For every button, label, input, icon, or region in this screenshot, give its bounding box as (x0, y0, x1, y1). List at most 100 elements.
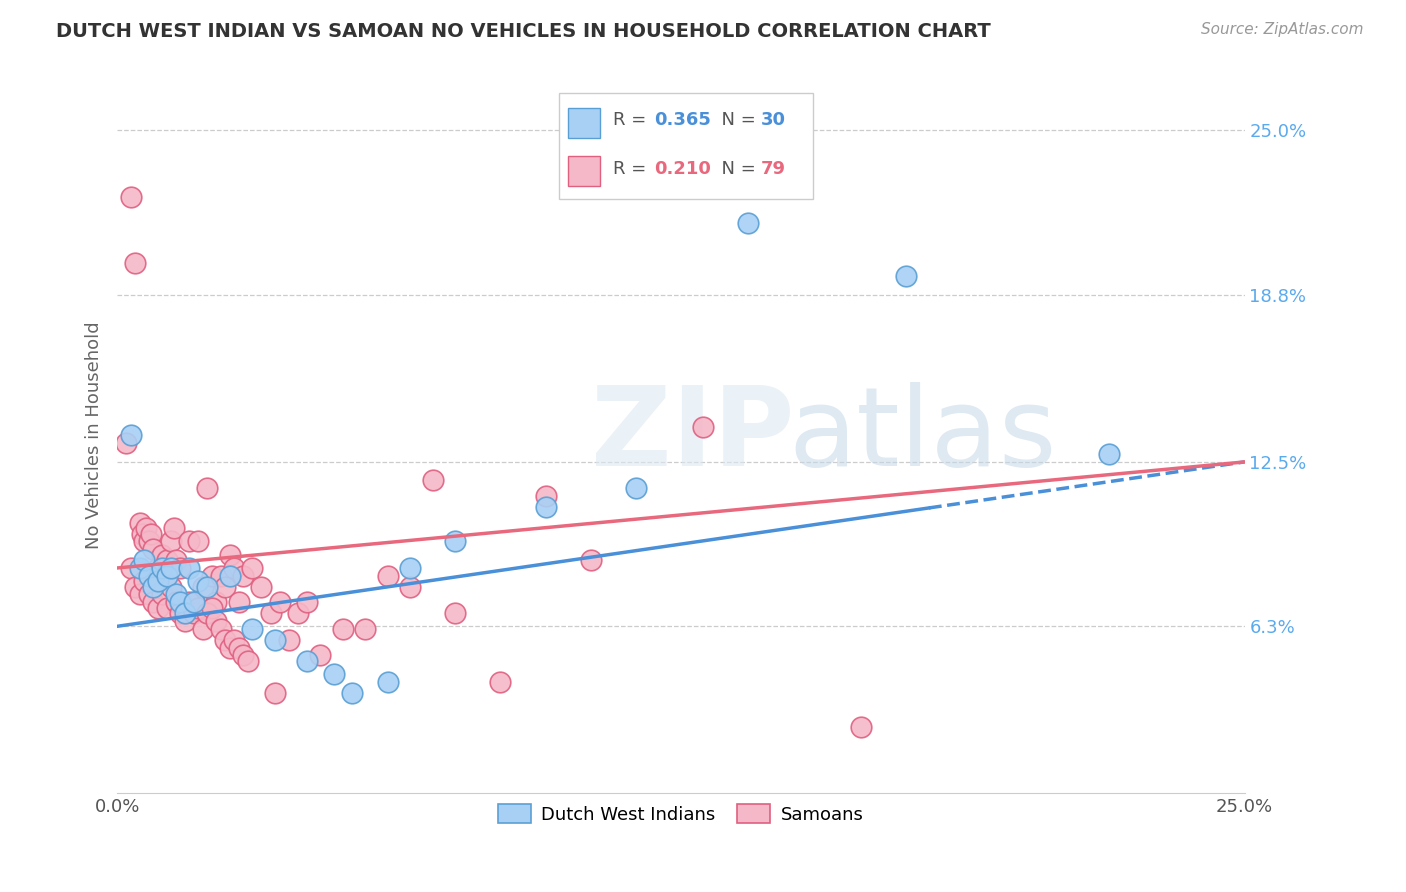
Text: N =: N = (710, 160, 762, 178)
Y-axis label: No Vehicles in Household: No Vehicles in Household (86, 322, 103, 549)
Point (169, 595, 191, 609)
Point (134, 534, 156, 549)
Point (146, 561, 169, 575)
Point (692, 420, 714, 434)
Point (138, 587, 160, 601)
Point (209, 569, 232, 583)
Text: 0.210: 0.210 (654, 160, 710, 178)
Text: atlas: atlas (787, 382, 1056, 489)
Point (150, 561, 173, 575)
Point (183, 606, 205, 620)
Point (209, 622, 232, 636)
Point (287, 606, 309, 620)
Point (128, 561, 150, 575)
Point (214, 632, 236, 647)
Point (179, 595, 201, 609)
Point (150, 587, 173, 601)
Point (146, 600, 169, 615)
Point (242, 622, 264, 636)
Point (146, 574, 169, 589)
Point (173, 606, 195, 620)
Point (195, 482, 218, 496)
Point (269, 595, 291, 609)
Point (165, 587, 187, 601)
FancyBboxPatch shape (568, 156, 600, 186)
Point (156, 600, 179, 615)
Point (173, 606, 195, 620)
Point (138, 569, 160, 583)
Point (173, 614, 195, 628)
Point (131, 526, 153, 541)
Point (259, 606, 281, 620)
Point (737, 216, 759, 230)
Point (165, 595, 187, 609)
Point (1098, 447, 1121, 461)
Point (377, 569, 399, 583)
Point (150, 548, 173, 562)
Point (169, 606, 191, 620)
Point (179, 534, 201, 549)
Text: R =: R = (613, 160, 652, 178)
Point (295, 654, 318, 668)
Point (120, 428, 142, 442)
Point (134, 574, 156, 589)
Point (534, 489, 557, 503)
Point (128, 587, 150, 601)
Point (191, 622, 214, 636)
Point (277, 632, 299, 647)
Text: ZIP: ZIP (591, 382, 794, 489)
Point (896, 269, 918, 284)
Point (156, 553, 179, 567)
Point (219, 640, 242, 655)
Point (187, 574, 209, 589)
Point (295, 595, 318, 609)
Point (219, 569, 242, 583)
Point (195, 606, 218, 620)
FancyBboxPatch shape (568, 108, 600, 137)
Point (142, 580, 165, 594)
Point (187, 600, 209, 615)
Point (534, 500, 557, 514)
Point (115, 436, 138, 450)
Point (232, 648, 254, 663)
Point (232, 569, 254, 583)
Point (162, 521, 184, 535)
Text: Source: ZipAtlas.com: Source: ZipAtlas.com (1201, 22, 1364, 37)
Point (205, 614, 228, 628)
Point (219, 548, 242, 562)
Point (322, 667, 344, 681)
Point (165, 553, 187, 567)
Point (205, 595, 228, 609)
Point (195, 580, 218, 594)
Point (228, 640, 250, 655)
Point (377, 675, 399, 690)
Point (399, 561, 422, 575)
Point (124, 580, 146, 594)
Point (169, 561, 191, 575)
Point (156, 569, 179, 583)
Point (264, 632, 287, 647)
Point (340, 685, 363, 699)
Point (354, 622, 377, 636)
Point (160, 580, 183, 594)
Point (579, 553, 602, 567)
Text: DUTCH WEST INDIAN VS SAMOAN NO VEHICLES IN HOUSEHOLD CORRELATION CHART: DUTCH WEST INDIAN VS SAMOAN NO VEHICLES … (56, 22, 991, 41)
Text: 0.365: 0.365 (654, 112, 710, 129)
Point (242, 561, 264, 575)
Point (153, 569, 176, 583)
Point (124, 256, 146, 270)
Point (135, 521, 157, 535)
Point (851, 720, 873, 734)
Point (444, 606, 467, 620)
Point (201, 569, 224, 583)
Point (250, 580, 273, 594)
Text: R =: R = (613, 112, 652, 129)
Point (142, 542, 165, 557)
Point (236, 654, 259, 668)
Point (399, 580, 422, 594)
Point (201, 600, 224, 615)
Point (309, 648, 332, 663)
Point (138, 534, 160, 549)
Point (160, 534, 183, 549)
Point (160, 561, 183, 575)
